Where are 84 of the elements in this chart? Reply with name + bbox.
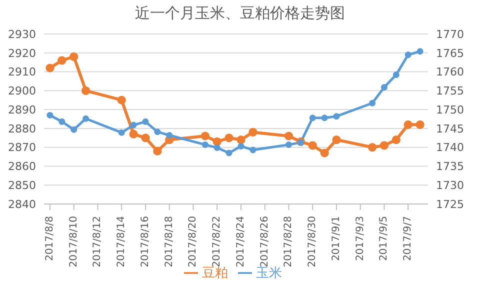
y2-tick-label: 1760 [436, 66, 464, 79]
y-tick-label: 2930 [8, 28, 36, 41]
point [416, 48, 424, 55]
y-tick-label: 2880 [8, 122, 36, 136]
x-tick-label: 2017/8/28 [283, 216, 294, 268]
point [46, 112, 54, 118]
point [320, 148, 329, 158]
point [309, 114, 316, 122]
y-tick-label: 2900 [8, 84, 36, 98]
point [404, 52, 412, 58]
point [118, 129, 125, 136]
x-tick-label: 2017/8/24 [235, 216, 246, 268]
x-tick-label: 2017/8/26 [259, 216, 270, 268]
point [380, 141, 389, 150]
point [392, 135, 400, 144]
legend-label: 玉米 [256, 266, 282, 281]
y-tick-label: 2910 [8, 66, 36, 79]
x-tick-label: 2017/8/20 [188, 216, 199, 268]
point [380, 84, 388, 91]
legend-label: 豆粕 [202, 266, 228, 281]
point [308, 141, 317, 150]
y2-tick-label: 1730 [436, 179, 464, 192]
y-tick-label: 2920 [8, 46, 36, 60]
y-tick-label: 2860 [8, 160, 36, 174]
x-tick-label: 2017/8/22 [212, 216, 223, 268]
y-tick-label: 2890 [8, 103, 36, 116]
point [392, 72, 400, 78]
y-tick-label: 2870 [8, 141, 36, 154]
point [130, 122, 137, 128]
point [236, 135, 246, 144]
point [58, 118, 66, 125]
chart-title: 近一个月玉米、豆粕价格走势图 [134, 3, 346, 24]
point [368, 143, 377, 152]
point [129, 130, 138, 138]
point [226, 150, 232, 156]
point [82, 115, 90, 122]
x-tick-label: 2017/8/16 [140, 216, 151, 268]
point [416, 120, 424, 129]
point [46, 64, 54, 72]
x-tick-label: 2017/8/30 [307, 216, 318, 268]
point [202, 141, 208, 148]
x-tick-label: 2017/9/7 [402, 216, 414, 261]
point [70, 126, 78, 133]
x-tick-label: 2017/9/1 [330, 216, 342, 261]
point [142, 118, 149, 125]
point [332, 135, 341, 144]
y2-tick-label: 1745 [436, 122, 464, 136]
y2-tick-label: 1750 [436, 103, 464, 116]
point [212, 137, 222, 146]
x-tick-label: 2017/8/14 [116, 216, 128, 268]
y-tick-label: 2840 [8, 198, 36, 211]
x-tick-label: 2017/8/12 [92, 216, 104, 268]
point [284, 132, 294, 140]
x-tick-label: 2017/8/10 [68, 216, 80, 268]
y2-tick-label: 1765 [436, 46, 464, 60]
point [285, 141, 292, 148]
y2-tick-label: 1740 [436, 141, 464, 154]
x-tick-label: 2017/8/18 [164, 216, 175, 268]
y2-tick-label: 1755 [436, 84, 464, 98]
point [369, 100, 376, 106]
point [154, 128, 161, 136]
point [333, 113, 340, 120]
point [404, 120, 412, 129]
y2-tick-label: 1735 [436, 160, 464, 174]
point [200, 132, 210, 140]
x-tick-label: 2017/9/5 [378, 216, 390, 261]
point [58, 56, 66, 65]
y2-tick-label: 1770 [436, 28, 464, 41]
point [117, 96, 126, 104]
x-tick-label: 2017/9/3 [354, 216, 366, 261]
point [166, 132, 173, 138]
point [214, 144, 220, 151]
x-tick-label: 2017/8/8 [44, 216, 56, 261]
point [141, 134, 150, 142]
point [321, 114, 328, 122]
point [224, 134, 234, 142]
point [250, 146, 256, 154]
point [248, 128, 258, 137]
y-tick-label: 2850 [8, 179, 36, 192]
y2-tick-label: 1725 [436, 198, 464, 211]
point [81, 86, 90, 95]
point [70, 52, 78, 61]
point [153, 146, 162, 156]
point [238, 142, 244, 150]
